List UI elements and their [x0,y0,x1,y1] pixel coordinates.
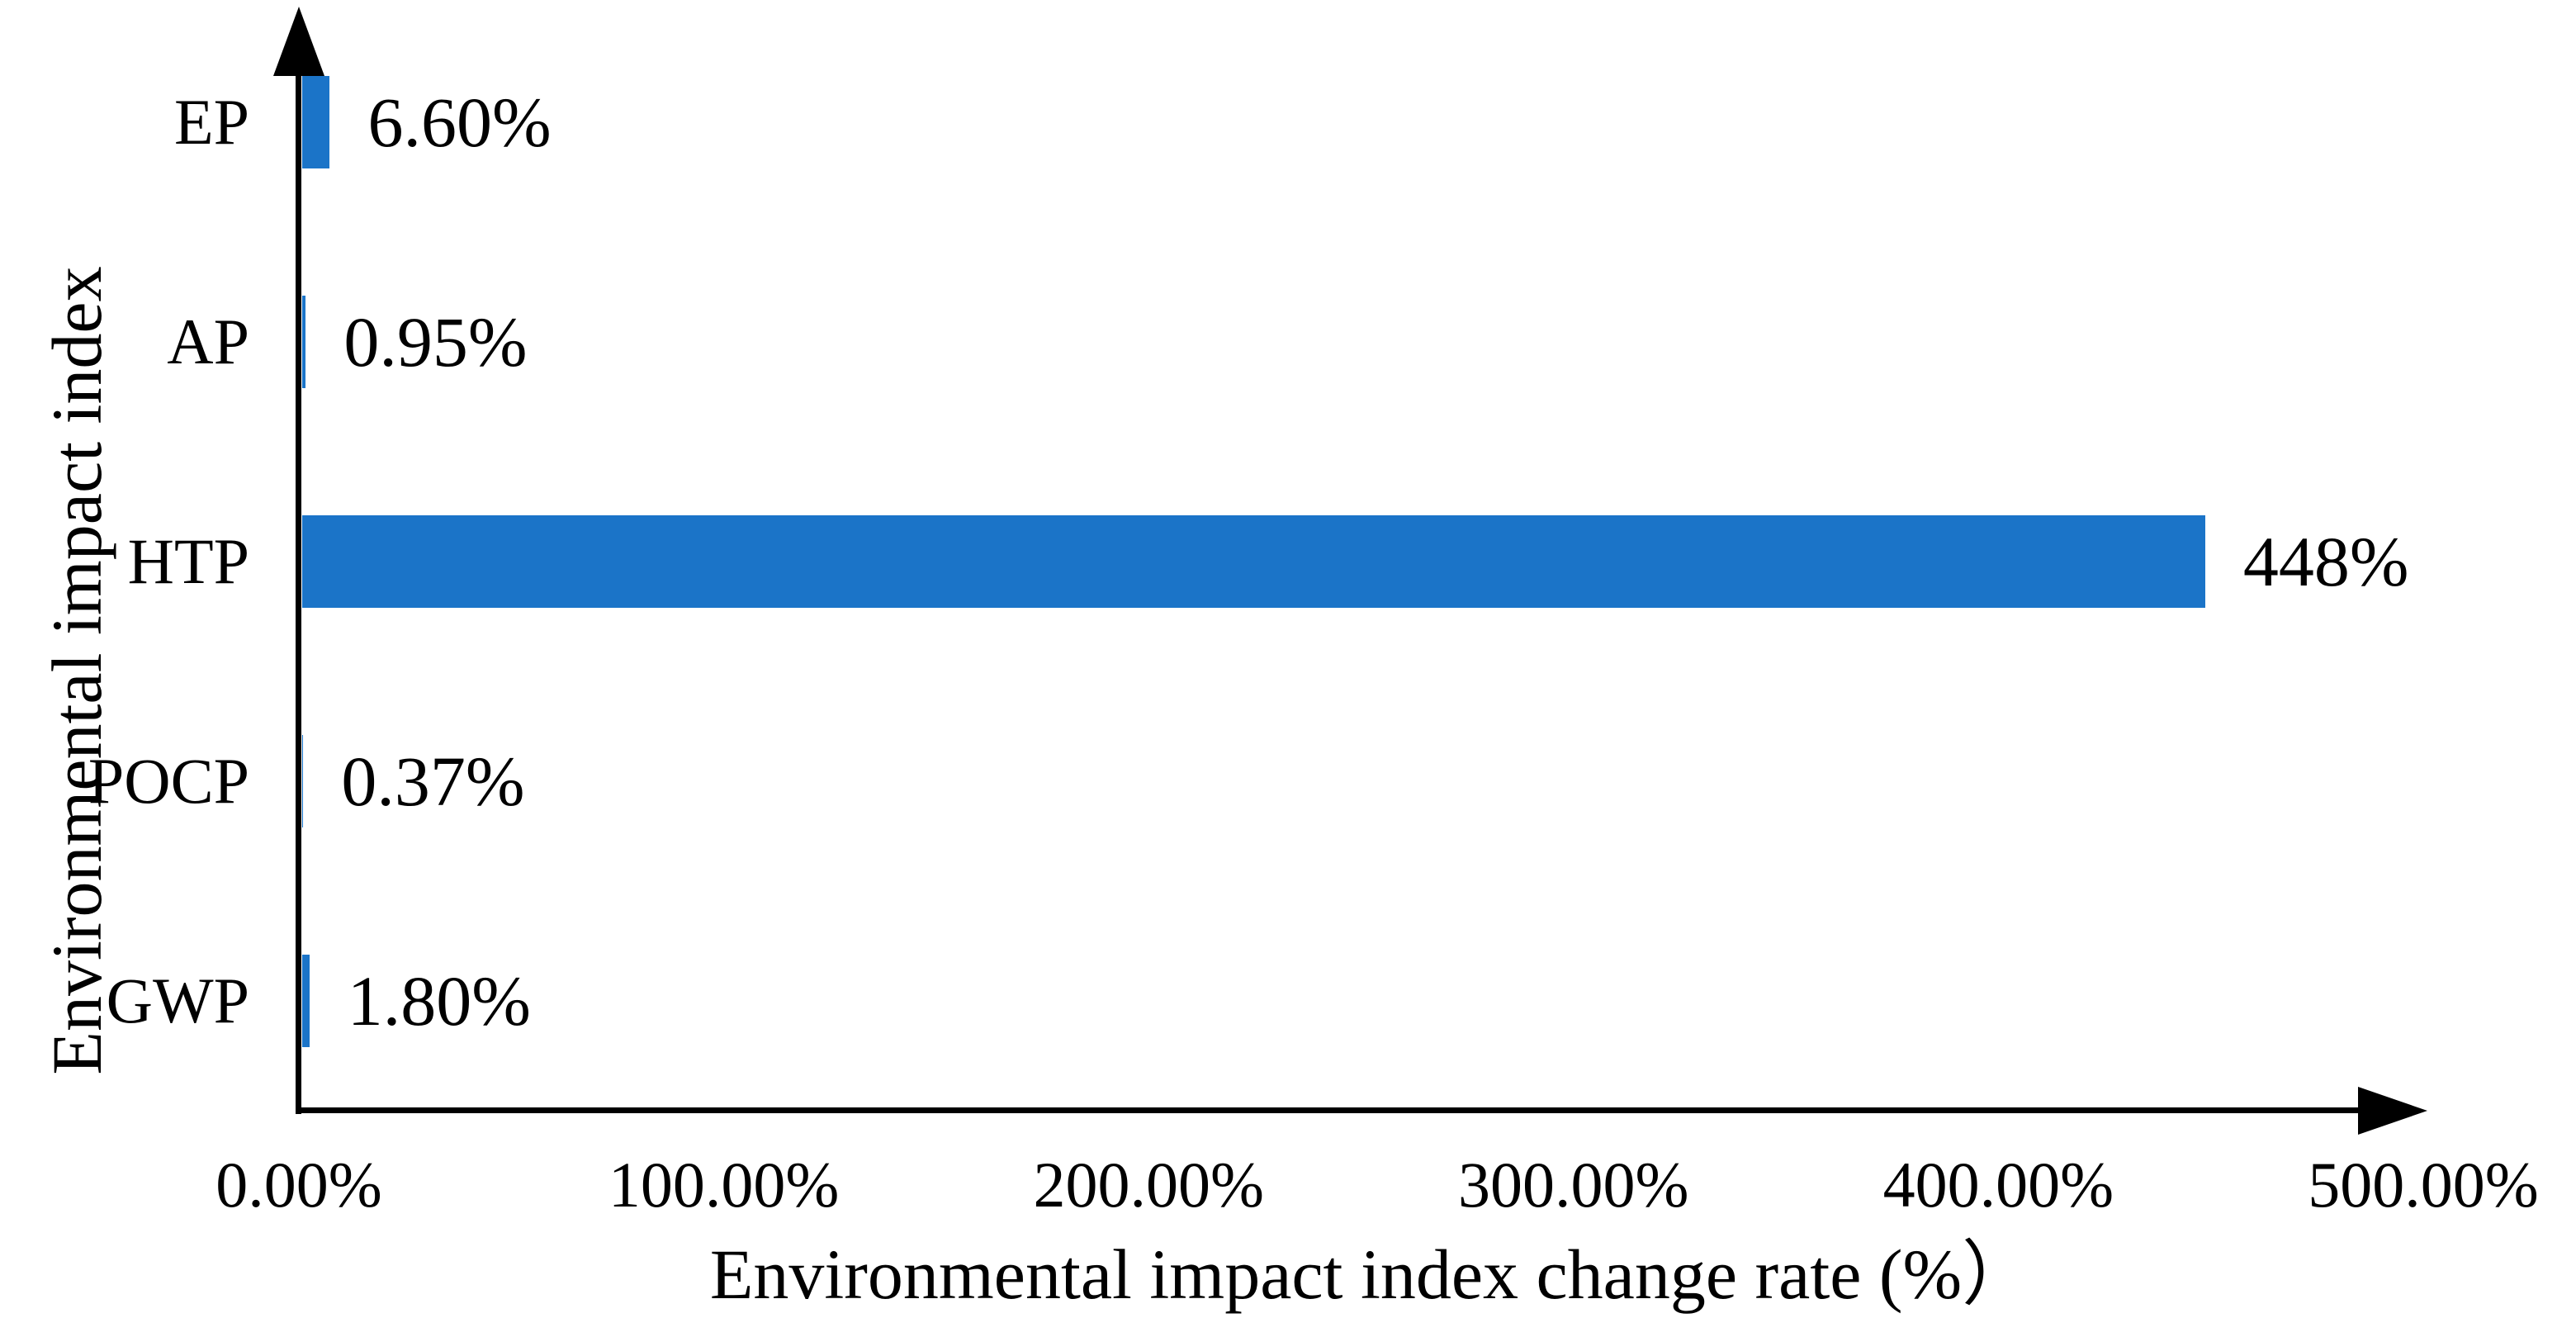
x-tick-label-200: 200.00% [1033,1149,1264,1221]
bar-ap [301,296,306,388]
bar-pocp [301,735,304,827]
x-tick-label-0: 0.00% [215,1149,382,1221]
x-tick-label-500: 500.00% [2308,1149,2539,1221]
x-tick-label-400: 400.00% [1882,1149,2114,1221]
x-axis-arrow-icon [2358,1087,2427,1135]
data-label-ep: 6.60% [367,83,552,162]
x-tick-label-300: 300.00% [1458,1149,1689,1221]
bar-ep [301,76,330,168]
y-axis-title: Environmental impact index [37,266,116,1075]
bar-gwp [301,955,310,1047]
category-label-gwp: GWP [106,965,249,1036]
x-tick-label-100: 100.00% [608,1149,840,1221]
data-label-ap: 0.95% [343,302,528,382]
y-axis-arrow-icon [273,7,324,76]
category-label-pocp: POCP [88,745,249,817]
category-label-htp: HTP [127,525,249,597]
category-label-ap: AP [167,306,249,377]
category-label-ep: EP [173,86,249,158]
data-label-htp: 448% [2242,522,2409,601]
data-label-gwp: 1.80% [347,961,531,1041]
x-axis-title: Environmental impact index change rate (… [709,1235,2034,1314]
bar-htp [301,515,2205,608]
x-axis-line [296,1107,2366,1113]
y-axis-line [296,64,301,1114]
data-label-pocp: 0.37% [341,742,525,821]
